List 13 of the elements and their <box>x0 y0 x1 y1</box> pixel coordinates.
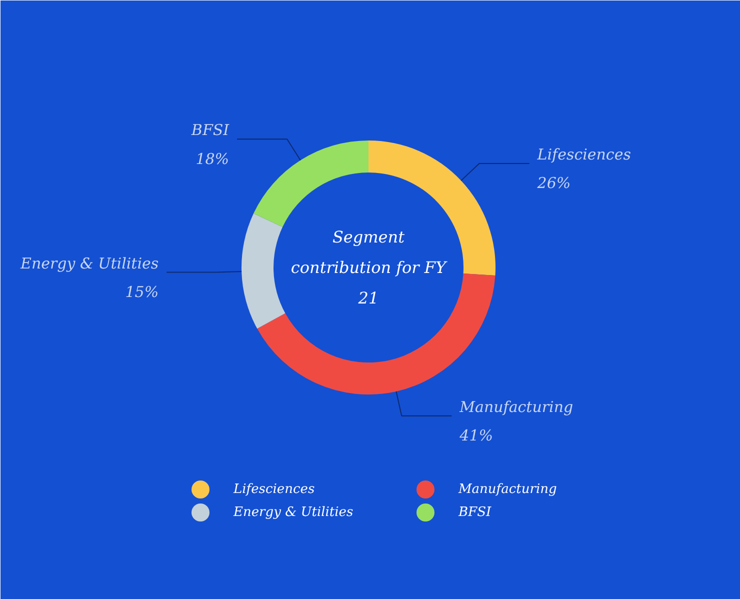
legend-label: Manufacturing <box>458 482 557 497</box>
data-label: 41% <box>458 426 493 445</box>
data-label: 26% <box>536 174 571 192</box>
legend-label: BFSI <box>458 505 492 520</box>
slice-label: Manufacturing <box>458 398 574 416</box>
legend-label: Lifesciences <box>232 482 315 497</box>
slice-label: Lifesciences <box>536 145 632 164</box>
slice-label: Energy & Utilities <box>19 254 159 272</box>
text: Segment contribution for FY 21 <box>290 228 448 308</box>
slice-label: BFSI <box>190 121 230 140</box>
legend-label: Energy & Utilities <box>232 505 354 520</box>
data-label: 15% <box>125 283 159 302</box>
data-label: 18% <box>196 150 230 168</box>
